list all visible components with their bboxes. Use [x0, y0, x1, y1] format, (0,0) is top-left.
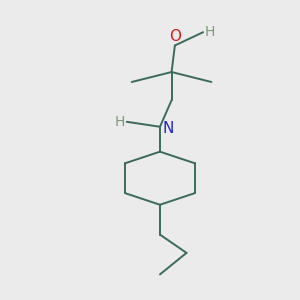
- Text: H: H: [115, 115, 125, 129]
- Text: N: N: [163, 121, 174, 136]
- Text: O: O: [169, 29, 181, 44]
- Text: H: H: [205, 25, 215, 39]
